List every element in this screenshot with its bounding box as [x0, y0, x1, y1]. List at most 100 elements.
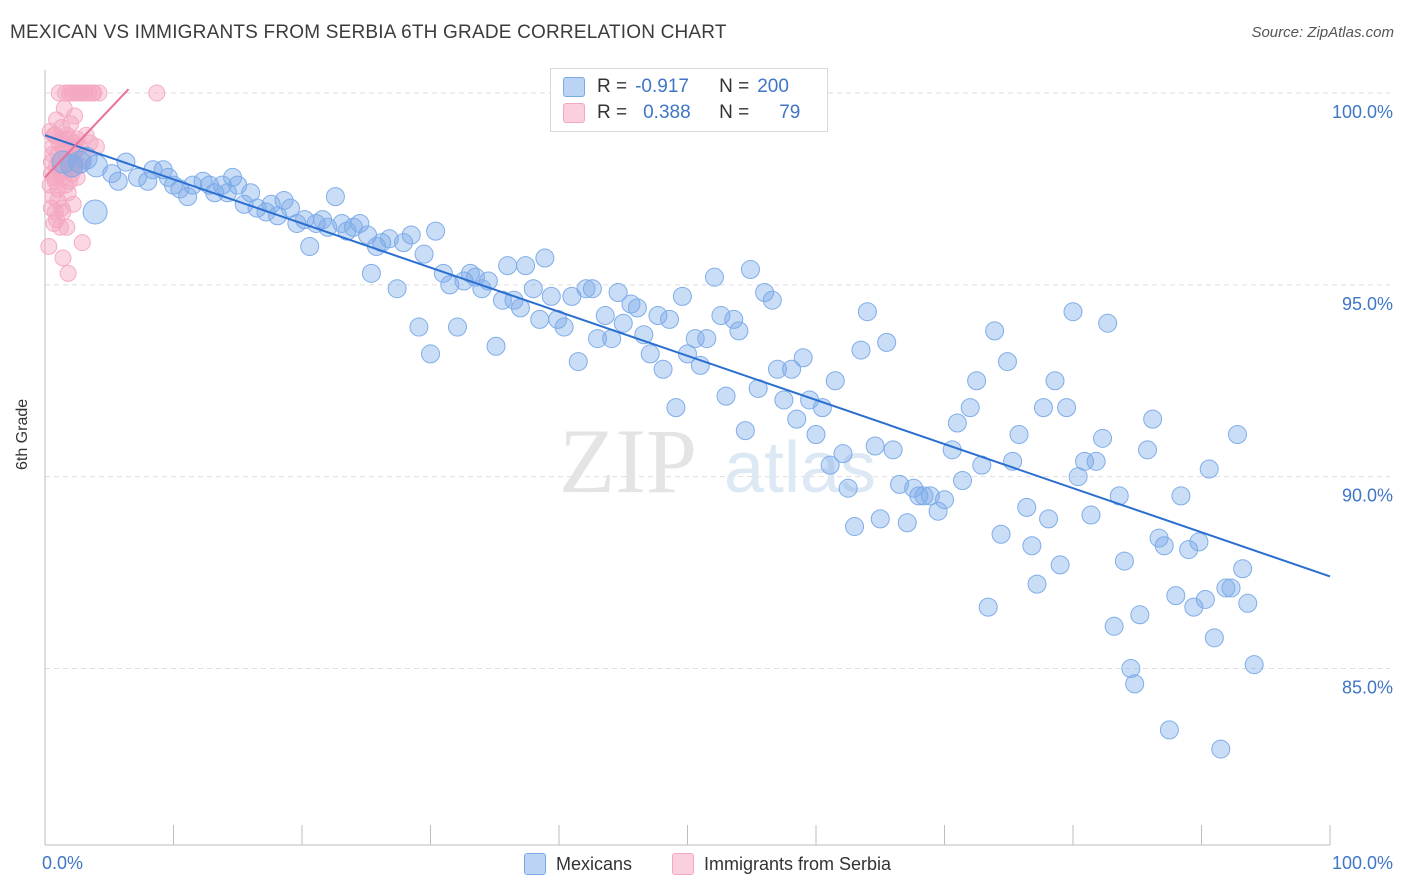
serbia-point	[50, 84, 68, 102]
mexicans-point	[960, 398, 980, 418]
mexicans-point	[952, 471, 972, 491]
mexicans-point	[890, 474, 910, 494]
mexicans-point	[530, 309, 550, 329]
x-tick-label-min: 0.0%	[42, 853, 83, 873]
serbia-points	[40, 84, 166, 282]
mexicans-point	[128, 167, 148, 187]
mexicans-point	[498, 256, 518, 276]
mexicans-point	[1039, 509, 1059, 529]
mexicans-point	[516, 256, 536, 276]
mexicans-point	[685, 329, 705, 349]
mexicans-point	[1227, 424, 1247, 444]
mexicans-point	[793, 348, 813, 368]
mexicans-point	[1086, 451, 1106, 471]
mexicans-point	[361, 263, 381, 283]
mexicans-point	[1063, 302, 1083, 322]
mexicans-point	[1017, 497, 1037, 517]
serbia-point	[90, 84, 108, 102]
mexicans-point	[782, 359, 802, 379]
mexicans-point	[82, 199, 108, 225]
mexicans-point	[613, 313, 633, 333]
watermark-atlas: atlas	[724, 428, 876, 508]
mexicans-point	[787, 409, 807, 429]
mexicans-point	[1138, 440, 1158, 460]
mexicans-point	[138, 171, 158, 191]
mexicans-point	[409, 317, 429, 337]
serbia-point	[80, 84, 98, 102]
mexicans-point	[1233, 559, 1253, 579]
mexicans-point	[178, 187, 198, 207]
mexicans-point	[1238, 593, 1258, 613]
serbia-point	[59, 184, 77, 202]
bottom-legend-swatch-mexicans	[524, 853, 546, 875]
mexicans-point	[648, 306, 668, 326]
legend-r-value-mexicans: -0.917	[635, 76, 689, 97]
mexicans-point	[325, 187, 345, 207]
mexicans-point	[300, 236, 320, 256]
mexicans-point	[767, 359, 787, 379]
tick-labels: 100.0% 95.0% 90.0% 85.0% 0.0% 100.0%	[42, 102, 1393, 873]
mexicans-point	[838, 478, 858, 498]
mexicans-point	[928, 501, 948, 521]
mexicans-point	[1093, 428, 1113, 448]
mexicans-point	[1022, 536, 1042, 556]
mexicans-point	[1057, 398, 1077, 418]
mexicans-point	[274, 190, 294, 210]
serbia-point	[44, 145, 62, 163]
serbia-point	[66, 107, 84, 125]
serbia-point	[63, 84, 81, 102]
mexicans-point	[1130, 605, 1150, 625]
mexicans-point	[1211, 739, 1231, 759]
mexicans-point	[102, 164, 122, 184]
legend-n-value-serbia: 79	[779, 102, 801, 123]
legend-swatch-serbia	[563, 103, 585, 123]
gridlines	[45, 92, 1390, 670]
mexicans-point	[595, 306, 615, 326]
bottom-legend-mexicans: Mexicans	[524, 852, 632, 876]
mexicans-point	[1166, 586, 1186, 606]
mexicans-point	[935, 490, 954, 510]
legend-r-label: R =	[597, 76, 628, 97]
mexicans-point	[740, 260, 760, 280]
mexicans-point	[914, 486, 934, 506]
y-axis-label: 6th Grade	[14, 398, 31, 470]
mexicans-point	[833, 444, 853, 464]
mexicans-point	[387, 279, 407, 299]
mexicans-point	[1009, 424, 1029, 444]
mexicans-point	[627, 298, 647, 318]
mexicans-point	[1171, 486, 1191, 506]
mexicans-point	[724, 309, 744, 329]
mexicans-point	[1244, 655, 1264, 675]
source-label: Source: ZipAtlas.com	[1251, 24, 1394, 41]
mexicans-point	[774, 390, 794, 410]
mexicans-point	[379, 229, 399, 249]
mexicans-point	[897, 513, 917, 533]
mexicans-point	[492, 290, 512, 310]
mexicans-point	[870, 509, 890, 529]
mexicans-point	[426, 221, 446, 241]
mexicans-point	[985, 321, 1005, 341]
mexicans-point	[883, 440, 903, 460]
mexicans-trend-line	[44, 134, 1331, 578]
mexicans-point	[920, 486, 940, 506]
mexicans-point	[851, 340, 871, 360]
mexicans-point	[909, 486, 929, 506]
mexicans-point	[1033, 398, 1053, 418]
mexicans-point	[1216, 578, 1236, 598]
mexicans-point	[1121, 659, 1141, 679]
mexicans-point	[1027, 574, 1047, 594]
mexicans-point	[825, 371, 845, 391]
stats-legend: R = -0.917 N = 200 R = 0.388 N = 79	[550, 68, 828, 132]
mexicans-point	[568, 352, 588, 372]
serbia-point	[73, 234, 91, 252]
y-tick-label: 95.0%	[1342, 294, 1393, 314]
bottom-legend-label-mexicans: Mexicans	[556, 853, 633, 874]
mexicans-point	[1050, 555, 1070, 575]
mexicans-point	[877, 332, 897, 352]
mexicans-point	[523, 279, 543, 299]
mexicans-point	[735, 421, 755, 441]
mexicans-point	[440, 275, 460, 295]
mexicans-point	[865, 436, 885, 456]
mexicans-point	[947, 413, 967, 433]
